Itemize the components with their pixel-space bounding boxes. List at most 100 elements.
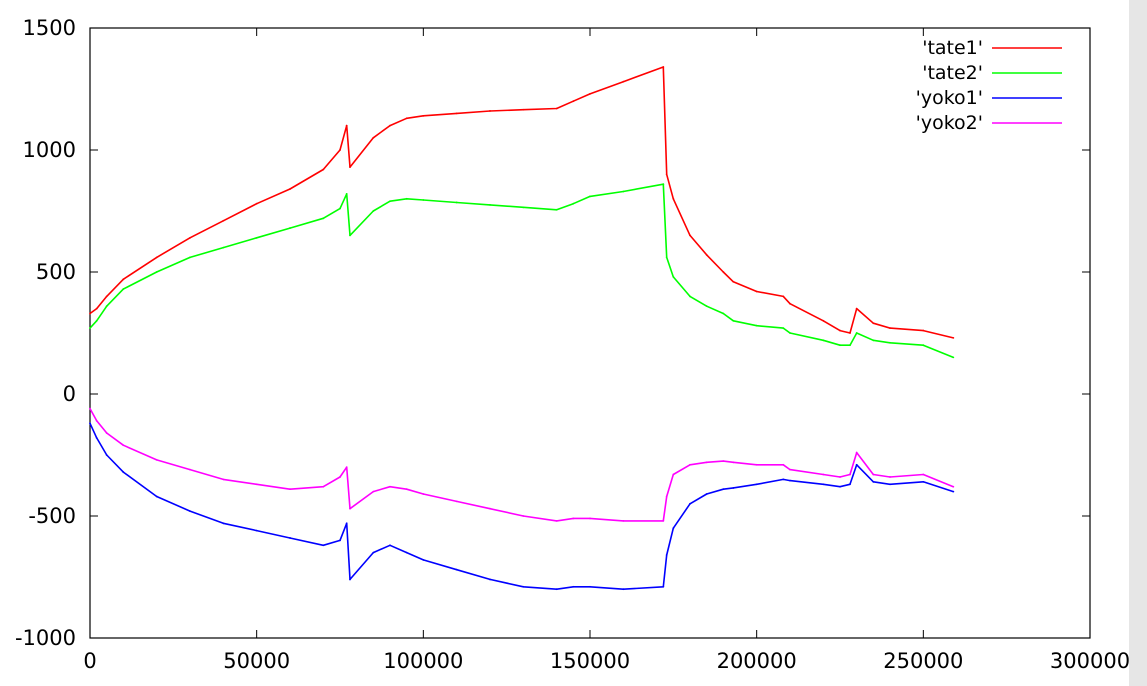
data-point (289, 188, 291, 190)
data-point (849, 344, 851, 347)
series-lines (89, 66, 955, 591)
data-point (372, 136, 375, 139)
data-point (389, 544, 391, 547)
data-point (732, 461, 735, 464)
data-point (922, 329, 925, 332)
data-point (722, 460, 725, 462)
data-point (662, 183, 665, 186)
data-point (589, 92, 591, 95)
data-point (405, 488, 408, 491)
data-point (952, 356, 955, 359)
data-point (872, 480, 875, 483)
data-point (572, 517, 575, 520)
data-point (555, 588, 558, 591)
data-point (255, 529, 258, 532)
data-point (872, 322, 875, 325)
data-point (662, 66, 665, 68)
data-point (555, 519, 558, 522)
data-point (855, 451, 858, 454)
data-point (422, 493, 425, 495)
data-point (589, 585, 591, 588)
data-point (289, 488, 291, 491)
data-point (255, 483, 258, 486)
data-point (345, 466, 348, 469)
y-tick-label: 500 (36, 260, 76, 284)
data-point (672, 197, 675, 200)
data-point (155, 271, 158, 273)
data-point (855, 463, 858, 466)
data-point (622, 588, 625, 591)
data-point (822, 339, 825, 342)
data-point (255, 202, 258, 205)
data-point (489, 578, 491, 581)
data-point (732, 487, 735, 489)
data-point (889, 476, 891, 478)
data-point (189, 468, 191, 471)
data-point (705, 305, 708, 308)
data-point (755, 483, 758, 486)
x-tick-label: 100000 (383, 649, 463, 673)
data-point (952, 490, 955, 493)
data-point (672, 275, 675, 278)
data-point (255, 236, 258, 239)
vertical-scrollbar[interactable] (1129, 0, 1147, 686)
data-point (789, 479, 791, 482)
legend-label: 'tate2' (922, 62, 983, 84)
series-tate2 (89, 183, 955, 359)
data-point (422, 114, 425, 117)
data-point (339, 539, 341, 542)
data-point (89, 327, 91, 330)
data-point (455, 500, 458, 503)
data-point (705, 254, 708, 256)
data-point (389, 124, 391, 127)
data-point (822, 473, 825, 476)
data-point (95, 319, 98, 322)
data-point (782, 463, 785, 466)
data-point (672, 527, 675, 530)
x-tick-label: 150000 (550, 649, 630, 673)
data-point (105, 295, 108, 298)
data-point (889, 327, 891, 330)
x-tick-label: 200000 (717, 649, 797, 673)
data-point (755, 290, 758, 293)
data-point (572, 100, 575, 103)
data-point (289, 537, 291, 539)
data-point (572, 585, 575, 588)
data-point (732, 280, 735, 283)
data-point (689, 502, 691, 505)
data-point (489, 204, 491, 206)
data-point (665, 495, 668, 498)
series-line (89, 422, 954, 591)
x-tick-label: 250000 (883, 649, 963, 673)
data-point (322, 544, 325, 547)
data-point (345, 193, 348, 195)
data-point (405, 117, 408, 120)
x-tick-label: 0 (83, 649, 96, 673)
data-point (455, 568, 458, 571)
data-point (122, 278, 125, 281)
data-point (849, 332, 851, 334)
data-point (839, 476, 841, 478)
data-point (95, 419, 98, 422)
data-point (689, 295, 691, 298)
data-point (155, 458, 158, 461)
data-point (122, 444, 125, 447)
y-tick-label: -500 (28, 504, 76, 528)
series-yoko1 (89, 422, 955, 591)
data-point (372, 551, 375, 554)
data-point (849, 483, 851, 486)
data-point (622, 80, 625, 83)
data-point (855, 332, 858, 334)
legend: 'tate1' 'tate2' 'yoko1' 'yoko2' (916, 37, 1062, 134)
data-point (782, 478, 785, 481)
data-point (622, 190, 625, 193)
series-yoko2 (89, 407, 955, 522)
data-point (952, 336, 955, 339)
data-point (789, 332, 791, 334)
data-point (522, 206, 525, 209)
legend-label: 'yoko1' (916, 87, 983, 109)
data-point (95, 307, 98, 310)
data-point (689, 234, 691, 237)
data-point (155, 495, 158, 498)
